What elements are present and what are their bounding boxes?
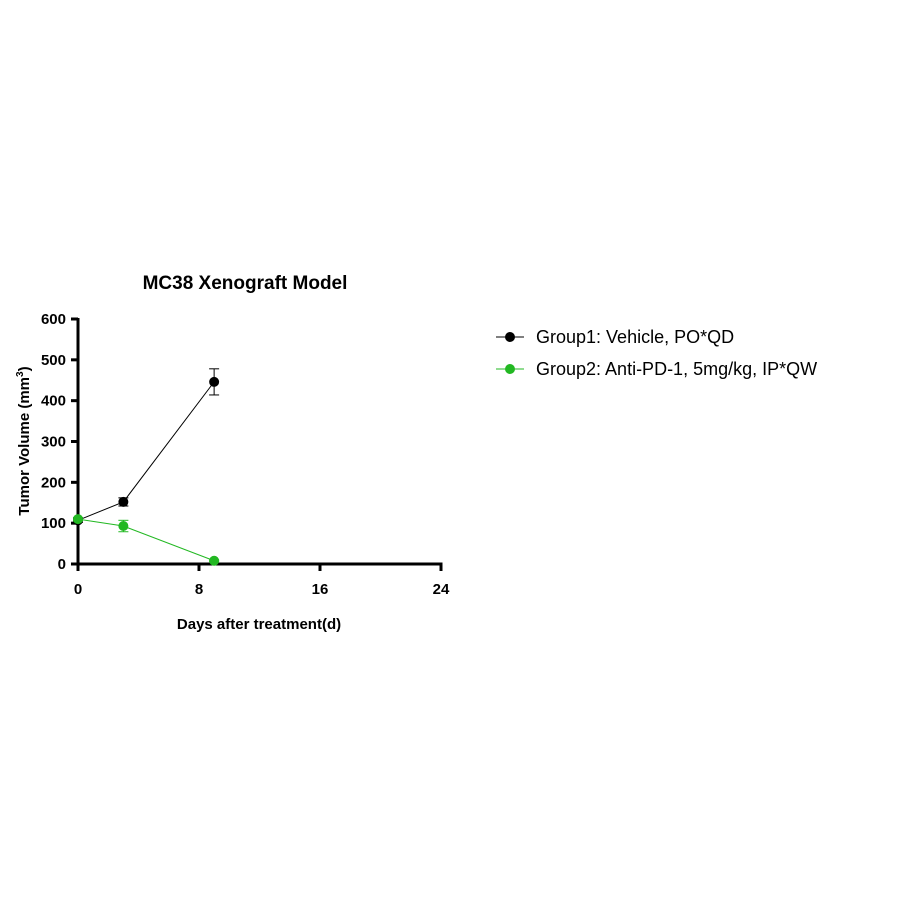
- legend-label: Group2: Anti-PD-1, 5mg/kg, IP*QW: [536, 359, 817, 379]
- legend-marker: [505, 332, 515, 342]
- x-tick-label: 16: [312, 581, 329, 598]
- y-axis-label: Tumor Volume (mm3): [15, 366, 33, 515]
- y-tick-label: 500: [41, 352, 66, 369]
- data-point: [118, 496, 129, 507]
- y-axis-label-superscript: 3: [15, 371, 26, 377]
- x-axis-label: Days after treatment(d): [177, 616, 341, 633]
- svg-text:Tumor Volume (mm3): Tumor Volume (mm3): [15, 366, 33, 515]
- y-axis-label-close: ): [16, 366, 33, 371]
- y-tick-label: 100: [41, 515, 66, 532]
- series-line: [77, 381, 215, 521]
- data-point: [209, 555, 220, 566]
- y-tick-label: 0: [58, 556, 66, 573]
- legend: Group1: Vehicle, PO*QD Group2: Anti-PD-1,…: [496, 327, 817, 379]
- legend-item-1: Group1: Vehicle, PO*QD: [496, 327, 734, 347]
- data-point: [73, 514, 83, 525]
- chart-title: MC38 Xenograft Model: [143, 273, 348, 294]
- series-line: [77, 518, 215, 562]
- x-tick-label: 24: [433, 581, 450, 598]
- y-tick-label: 200: [41, 474, 66, 491]
- legend-label: Group1: Vehicle, PO*QD: [536, 327, 734, 347]
- y-tick-label: 600: [41, 311, 66, 328]
- axes: 0 100 200 300 400 500 600 0 8 16 24: [41, 311, 450, 598]
- y-tick-label: 400: [41, 393, 66, 410]
- x-tick-label: 0: [74, 581, 82, 598]
- data-point: [118, 521, 129, 532]
- series-layer: [73, 368, 220, 566]
- data-point: [209, 376, 220, 387]
- y-axis-label-text: Tumor Volume (mm: [16, 377, 33, 516]
- series-2: [73, 514, 220, 566]
- y-tick-label: 300: [41, 434, 66, 451]
- x-tick-label: 8: [195, 581, 203, 598]
- legend-item-2: Group2: Anti-PD-1, 5mg/kg, IP*QW: [496, 359, 817, 379]
- legend-marker: [505, 364, 515, 374]
- series-1: [73, 368, 220, 526]
